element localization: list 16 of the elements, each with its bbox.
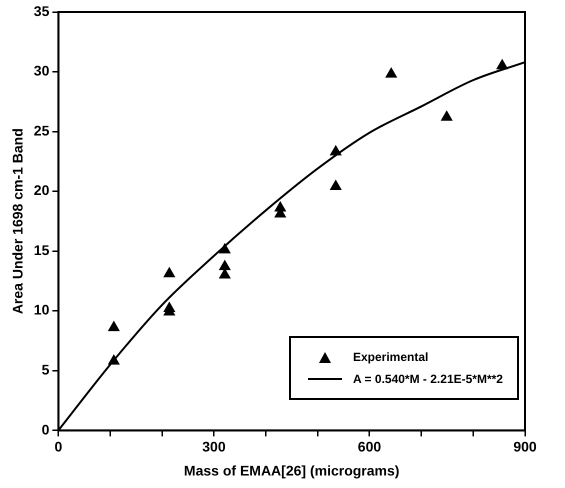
y-tick-label: 10 bbox=[34, 302, 50, 318]
x-tick-label: 600 bbox=[358, 438, 382, 455]
y-tick-label: 20 bbox=[34, 182, 50, 198]
y-tick-label: 35 bbox=[34, 2, 50, 19]
x-tick-label: 0 bbox=[54, 438, 62, 455]
y-tick-label: 5 bbox=[42, 361, 50, 378]
legend-label: A = 0.540*M - 2.21E-5*M**2 bbox=[353, 372, 503, 386]
y-tick-label: 15 bbox=[34, 242, 50, 258]
y-tick-label: 0 bbox=[42, 421, 50, 438]
y-tick-label: 30 bbox=[34, 62, 50, 79]
x-tick-label: 300 bbox=[202, 438, 226, 455]
y-tick-label: 25 bbox=[34, 122, 50, 138]
y-axis-title: Area Under 1698 cm-1 Band bbox=[9, 128, 26, 314]
x-axis-title: Mass of EMAA[26] (micrograms) bbox=[184, 462, 400, 478]
legend-label: Experimental bbox=[353, 350, 428, 364]
x-tick-label: 900 bbox=[513, 438, 537, 455]
